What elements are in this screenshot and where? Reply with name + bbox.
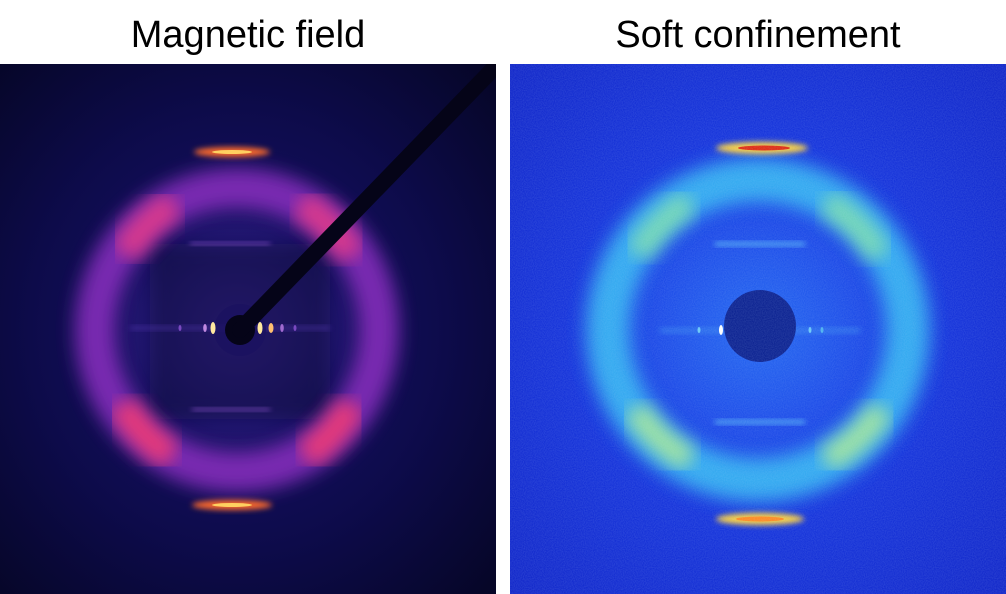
reflection-bottom-core-left bbox=[212, 503, 252, 507]
diffraction-ring-left bbox=[75, 168, 399, 492]
spot-left-3 bbox=[178, 325, 182, 331]
spot-left-2 bbox=[203, 324, 207, 332]
spot-right-3 bbox=[280, 324, 284, 332]
inner-streak-top-left bbox=[190, 242, 270, 245]
inner-streak-bottom-left bbox=[192, 408, 270, 411]
ring-lobe-upper-left bbox=[112, 191, 183, 262]
panel-title-magnetic-field: Magnetic field bbox=[130, 14, 366, 56]
diffraction-pattern-magnetic-field bbox=[0, 64, 496, 594]
diffraction-image-right bbox=[510, 64, 1006, 594]
ring-lobe-lower-right bbox=[296, 396, 366, 469]
beamstop-arm-left bbox=[232, 64, 496, 338]
spot-right-2 bbox=[268, 323, 274, 333]
reflection-top-core-left bbox=[212, 150, 252, 154]
spot-right-4 bbox=[293, 325, 297, 331]
spot-left-1 bbox=[210, 322, 216, 334]
noise-overlay-right bbox=[510, 64, 1006, 594]
spot-right-1 bbox=[257, 322, 263, 334]
diffraction-image-left bbox=[0, 64, 496, 594]
ring-lobe-lower-left bbox=[108, 396, 181, 469]
panel-title-soft-confinement: Soft confinement bbox=[615, 14, 901, 56]
diffraction-pattern-soft-confinement bbox=[510, 64, 1006, 594]
